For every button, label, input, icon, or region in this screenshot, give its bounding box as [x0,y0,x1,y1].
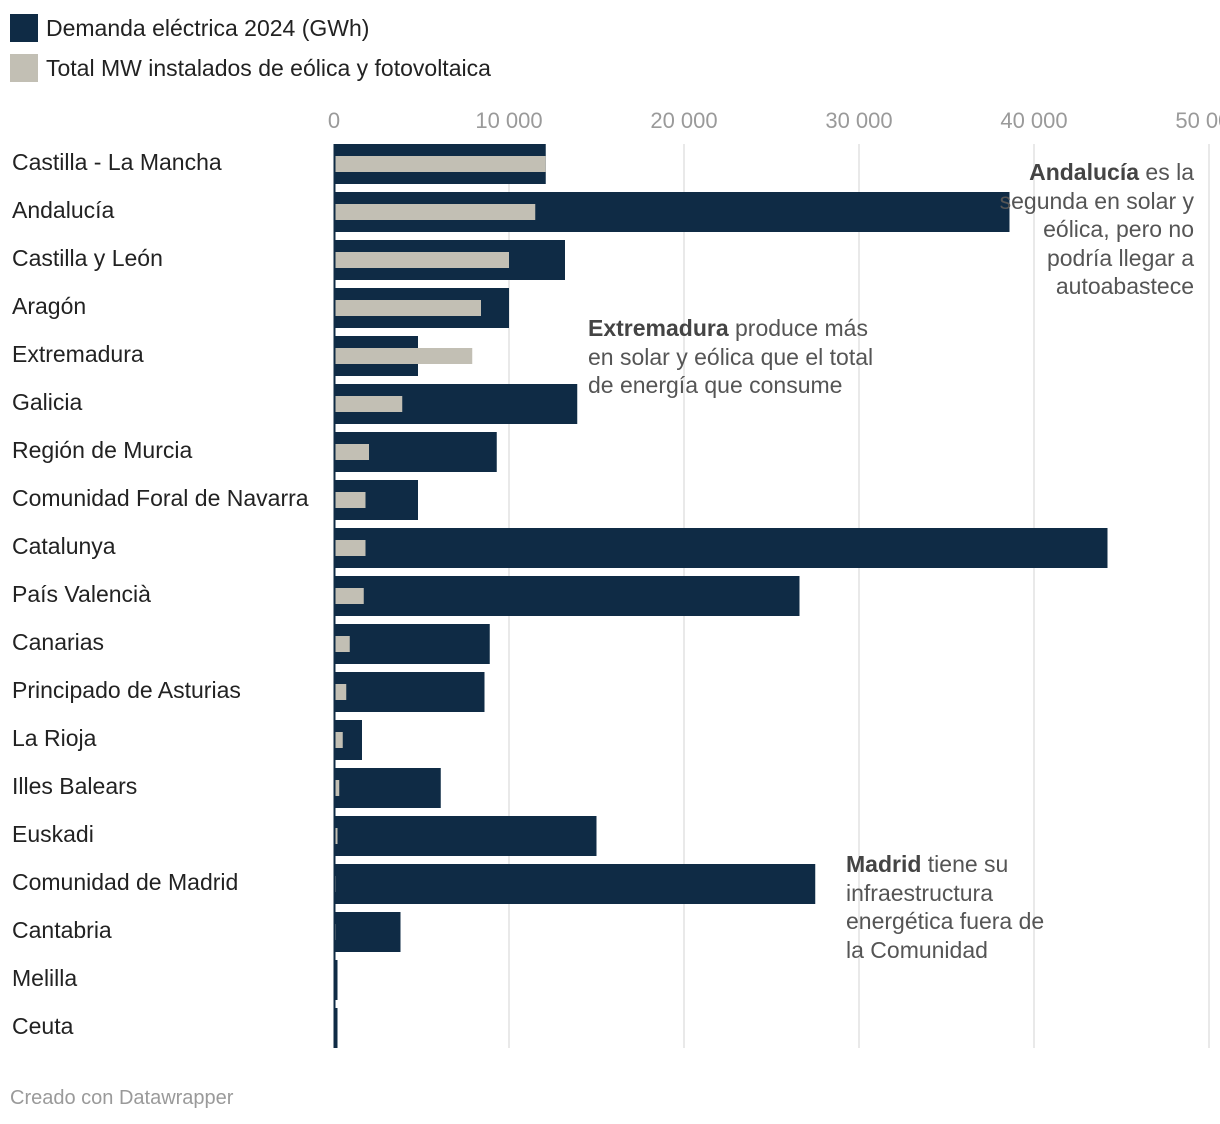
category-label: Comunidad Foral de Navarra [12,485,309,511]
bar-installed [334,540,366,556]
category-label: Comunidad de Madrid [12,869,238,895]
annotation-madrid: Madrid tiene su infraestructura energéti… [846,850,1046,964]
category-label: Región de Murcia [12,437,192,463]
bar-demand [334,672,485,712]
bar-installed [334,204,536,220]
category-label: La Rioja [12,725,97,751]
annotation-madrid-text: tiene su infraestructura energética fuer… [846,851,1045,963]
category-label: Illes Balears [12,773,137,799]
bar-demand [334,960,338,1000]
x-tick-label: 30 000 [825,108,892,133]
bar-demand [334,912,401,952]
legend-item-demand: Demanda eléctrica 2024 (GWh) [10,8,491,48]
category-label: Ceuta [12,1013,74,1039]
legend-label-demand: Demanda eléctrica 2024 (GWh) [46,14,370,41]
annotation-andalucia-bold: Andalucía [1029,159,1140,185]
bar-installed [334,396,403,412]
bar-installed [334,780,340,796]
annotation-extremadura-text: produce más en solar y eólica que el tot… [588,315,874,398]
legend-swatch-installed [10,54,38,82]
x-tick-label: 50 000 [1175,108,1220,133]
category-label: Principado de Asturias [12,677,241,703]
category-label: Andalucía [12,197,115,223]
bar-installed [334,636,350,652]
annotation-andalucia-text: es la segunda en solar y eólica, pero no… [999,159,1194,299]
bar-installed [334,348,473,364]
bar-installed [334,828,338,844]
bar-installed [334,156,546,172]
legend-item-installed: Total MW instalados de eólica y fotovolt… [10,48,491,88]
annotation-madrid-bold: Madrid [846,851,922,877]
bar-installed [334,732,343,748]
bar-demand [334,864,816,904]
bar-installed [334,684,347,700]
category-label: País Valencià [12,581,151,607]
category-label: Castilla y León [12,245,163,271]
bar-installed [334,492,366,508]
bar-demand [334,1008,338,1048]
bar-demand [334,816,597,856]
annotation-extremadura-bold: Extremadura [588,315,729,341]
category-label: Canarias [12,629,104,655]
legend-label-installed: Total MW instalados de eólica y fotovolt… [46,54,491,81]
bar-installed [334,588,364,604]
bar-demand [334,528,1108,568]
bar-demand [334,576,800,616]
category-label: Aragón [12,293,86,319]
category-label: Cantabria [12,917,112,943]
x-tick-label: 40 000 [1000,108,1067,133]
legend: Demanda eléctrica 2024 (GWh) Total MW in… [10,8,491,88]
footer-credit: Creado con Datawrapper [10,1087,234,1109]
x-tick-label: 20 000 [650,108,717,133]
category-label: Melilla [12,965,77,991]
x-tick-label: 10 000 [475,108,542,133]
category-label: Extremadura [12,341,144,367]
bar-demand [334,768,441,808]
annotation-andalucia: Andalucía es la segunda en solar y eólic… [974,158,1194,301]
bar-installed [334,300,481,316]
bar-demand [334,624,490,664]
category-label: Castilla - La Mancha [12,149,222,175]
annotation-extremadura: Extremadura produce más en solar y eólic… [588,314,878,400]
category-label: Euskadi [12,821,94,847]
x-tick-label: 0 [328,108,340,133]
legend-swatch-demand [10,14,38,42]
bar-installed [334,444,369,460]
category-label: Catalunya [12,533,116,559]
category-label: Galicia [12,389,83,415]
bar-installed [334,252,509,268]
